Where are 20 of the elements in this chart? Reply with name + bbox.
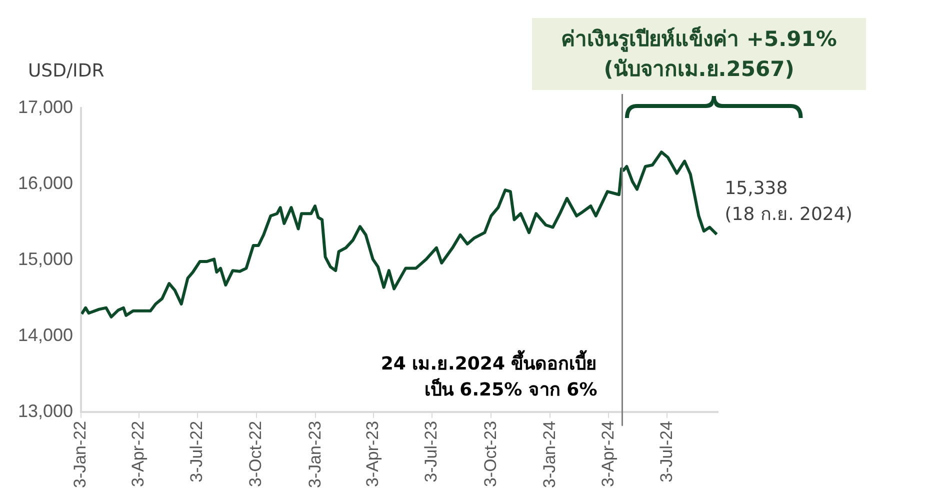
x-tick-label: 3-Apr-24 (598, 420, 618, 488)
annotation: 15,338 (18 ก.ย. 2024) (724, 178, 852, 225)
x-tick-label: 3-Jul-22 (187, 420, 206, 482)
y-tick-label: 17,000 (18, 96, 74, 117)
x-tick-label: 3-Jul-23 (422, 420, 441, 482)
y-tick-label: 16,000 (18, 172, 74, 193)
y-axis-title: USD/IDR (28, 60, 104, 82)
x-tick-label: 3-Oct-23 (480, 420, 500, 488)
x-tick-label: 3-Oct-22 (246, 420, 266, 488)
y-tick-label: 14,000 (18, 324, 74, 345)
y-tick-label: 13,000 (18, 400, 74, 421)
x-tick-label: 3-Jul-24 (656, 420, 676, 482)
x-tick-label: 3-Jan-22 (70, 420, 90, 488)
x-tick-label: 3-Apr-22 (128, 420, 148, 488)
ref-line-label: 24 เม.ย.2024 ขึ้นดอกเบี้ย เป็น 6.25% จาก 6% (380, 350, 598, 401)
x-tick-label: 3-Apr-23 (363, 420, 382, 488)
x-tick-label: 3-Jan-24 (540, 420, 559, 488)
y-tick-label: 15,000 (18, 248, 74, 269)
x-tick-label: 3-Jan-23 (305, 420, 324, 488)
chart-title: ค่าเงินรูเปียห์แข็งค่า +5.91% (นับจากเม.ย.2567) (532, 18, 866, 90)
